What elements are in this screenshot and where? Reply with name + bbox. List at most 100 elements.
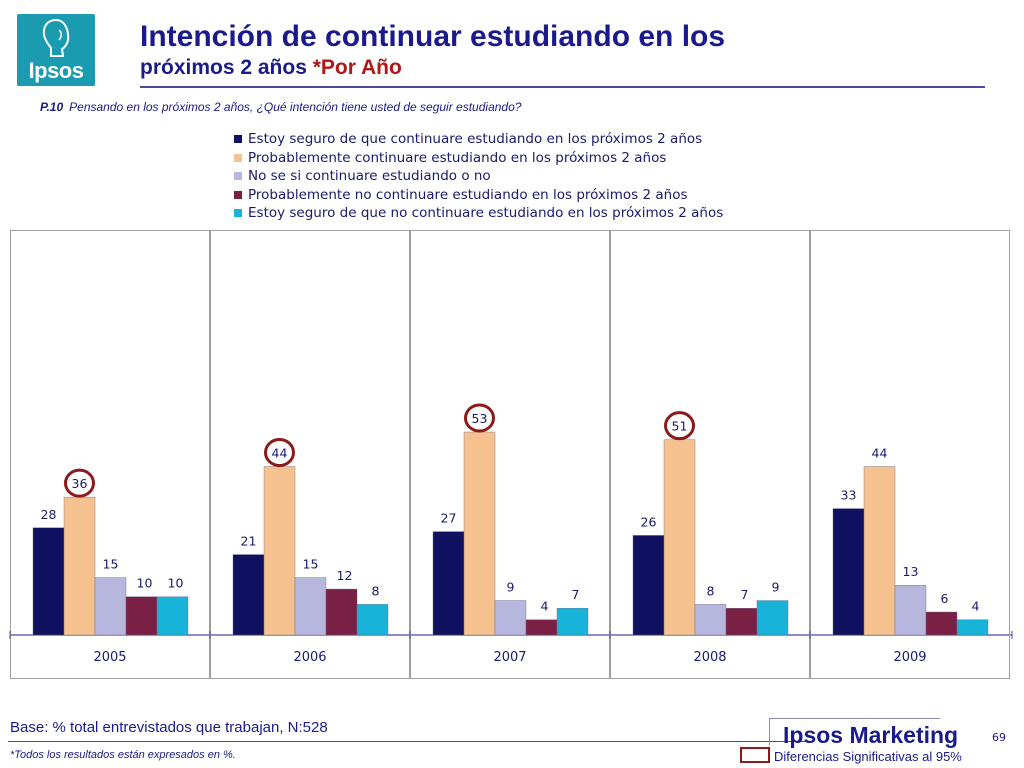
year-panel-frame xyxy=(610,230,810,679)
x-tick-label: 2008 xyxy=(693,650,726,665)
data-label: 9 xyxy=(772,580,780,595)
bar xyxy=(232,554,265,636)
data-label: 51 xyxy=(672,419,688,434)
legend-label: No se si continuare estudiando o no xyxy=(248,168,491,185)
legend-swatch xyxy=(234,172,242,181)
year-panel-frame xyxy=(10,230,210,679)
data-label: 21 xyxy=(241,534,257,549)
question-line: P.10 Pensando en los próximos 2 años, ¿Qu… xyxy=(40,100,521,114)
data-label: 36 xyxy=(72,476,88,491)
bar xyxy=(463,431,496,636)
data-label: 9 xyxy=(507,580,515,595)
logo-head-icon xyxy=(42,18,70,57)
bar xyxy=(632,535,665,636)
legend-item: Probablemente no continuare estudiando e… xyxy=(234,186,723,205)
data-label: 13 xyxy=(903,564,919,579)
bar xyxy=(494,600,527,636)
significance-circle xyxy=(464,403,495,433)
x-tick-label: 2007 xyxy=(493,650,526,665)
x-tick-label: 2006 xyxy=(293,650,326,665)
legend-swatch xyxy=(234,209,242,218)
data-label: 15 xyxy=(303,557,319,572)
page-title: Intención de continuar estudiando en los xyxy=(140,20,726,53)
bar xyxy=(956,619,989,636)
footnote: *Todos los resultados están expresados e… xyxy=(10,749,236,761)
logo-text: Ipsos xyxy=(28,58,84,83)
data-label: 26 xyxy=(641,514,657,529)
bar xyxy=(94,577,127,636)
bar xyxy=(556,607,589,636)
subtitle-accent: *Por Año xyxy=(312,56,402,79)
data-label: 8 xyxy=(707,583,715,598)
legend-swatch xyxy=(234,135,242,144)
bar xyxy=(832,508,865,636)
bar xyxy=(725,607,758,636)
legend-label: Estoy seguro de que no continuare estudi… xyxy=(248,205,724,222)
bar xyxy=(694,604,727,636)
base-note: Base: % total entrevistados que trabajan… xyxy=(10,719,328,736)
page-subtitle: próximos 2 años *Por Año xyxy=(140,56,402,80)
data-label: 28 xyxy=(41,507,57,522)
data-label: 15 xyxy=(103,557,119,572)
title-divider xyxy=(140,86,985,88)
page-number: 69 xyxy=(992,731,1006,744)
bar xyxy=(63,496,96,636)
brand-name: Ipsos Marketing xyxy=(783,722,959,748)
year-panel-frame xyxy=(210,230,410,679)
bar xyxy=(32,527,65,636)
ipsos-logo: Ipsos xyxy=(17,14,95,86)
data-label: 33 xyxy=(841,488,857,503)
data-label: 10 xyxy=(137,576,153,591)
legend-swatch xyxy=(234,153,242,162)
subtitle-text: próximos 2 años xyxy=(140,56,313,79)
legend-item: Estoy seguro de que continuare estudiand… xyxy=(234,130,723,149)
x-tick-label: 2009 xyxy=(893,650,926,665)
bar xyxy=(894,585,927,636)
data-label: 12 xyxy=(337,568,353,583)
data-label: 7 xyxy=(572,587,580,602)
legend-item: Estoy seguro de que no continuare estudi… xyxy=(234,204,723,223)
data-label: 10 xyxy=(168,576,184,591)
bar xyxy=(925,611,958,636)
bar xyxy=(863,466,896,636)
year-panel-frame xyxy=(410,230,610,679)
data-label: 7 xyxy=(741,587,749,602)
bar xyxy=(294,577,327,636)
year-panel-frame xyxy=(810,230,1010,679)
legend-item: No se si continuare estudiando o no xyxy=(234,167,723,186)
question-text: Pensando en los próximos 2 años, ¿Qué in… xyxy=(69,100,522,114)
legend-label: Probablemente continuare estudiando en l… xyxy=(248,149,667,166)
legend-label: Probablemente no continuare estudiando e… xyxy=(248,186,688,203)
data-label: 6 xyxy=(941,591,949,606)
bar xyxy=(263,466,296,636)
brand-frame xyxy=(769,718,940,745)
legend-swatch xyxy=(234,190,242,199)
bar xyxy=(663,439,696,636)
footer-divider xyxy=(8,741,808,742)
bar xyxy=(525,619,558,636)
bar xyxy=(356,604,389,636)
bar xyxy=(432,531,465,636)
data-label: 4 xyxy=(541,599,549,614)
bar xyxy=(125,596,158,636)
question-number: P.10 xyxy=(40,100,64,114)
data-label: 44 xyxy=(272,445,288,460)
data-label: 44 xyxy=(872,445,888,460)
significance-circle xyxy=(664,411,695,441)
legend-item: Probablemente continuare estudiando en l… xyxy=(234,149,723,168)
data-label: 53 xyxy=(472,411,488,426)
significance-key-swatch xyxy=(740,747,770,763)
x-tick-label: 2005 xyxy=(93,650,126,665)
bar xyxy=(156,596,189,636)
significance-circle xyxy=(64,468,95,498)
significance-label: Diferencias Significativas al 95% xyxy=(774,749,962,764)
data-label: 4 xyxy=(972,599,980,614)
bar xyxy=(756,600,789,636)
data-label: 8 xyxy=(372,583,380,598)
legend-label: Estoy seguro de que continuare estudiand… xyxy=(248,131,703,148)
bar xyxy=(325,588,358,636)
significance-circle xyxy=(264,437,295,467)
data-label: 27 xyxy=(441,511,457,526)
chart-legend: Estoy seguro de que continuare estudiand… xyxy=(234,130,723,223)
